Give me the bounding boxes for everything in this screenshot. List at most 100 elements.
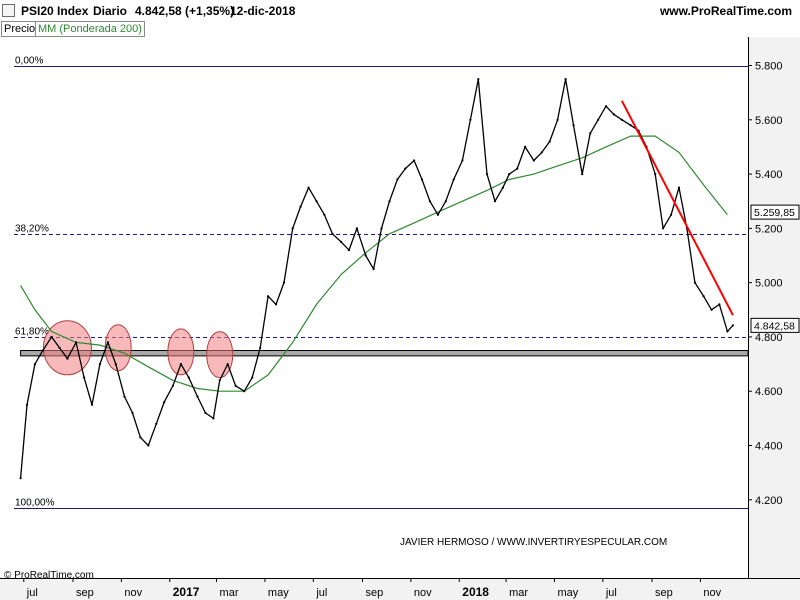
- price-point: [131, 411, 134, 414]
- y-tick-label: 5.600: [755, 115, 783, 127]
- price-point: [196, 395, 199, 398]
- price-point: [380, 227, 383, 230]
- price-point: [282, 281, 286, 284]
- price-point: [218, 379, 221, 382]
- price-point: [25, 403, 29, 406]
- x-tick-label: nov: [124, 587, 142, 599]
- x-axis-panel: [0, 578, 800, 600]
- price-point: [204, 411, 207, 414]
- price-point: [620, 118, 624, 121]
- y-tick-label: 5.000: [755, 278, 783, 290]
- price-point: [299, 205, 302, 208]
- price-point: [123, 395, 126, 398]
- price-point: [267, 295, 270, 298]
- price-point: [106, 341, 109, 344]
- price-point: [485, 173, 489, 176]
- price-point: [597, 118, 600, 121]
- price-point: [331, 232, 334, 235]
- price-point: [41, 349, 44, 352]
- price-point: [718, 303, 721, 306]
- price-point: [315, 200, 318, 203]
- quote-value: 4.842,58 (+1,35%): [135, 4, 235, 18]
- x-tick-label: sep: [655, 587, 673, 599]
- price-point: [731, 324, 735, 327]
- price-point: [693, 281, 697, 284]
- price-point: [702, 295, 705, 298]
- price-point: [428, 200, 431, 203]
- x-tick-label: 2017: [173, 585, 200, 599]
- price-point: [589, 132, 592, 135]
- symbol-title: PSI20 Index: [21, 4, 89, 18]
- price-point: [33, 363, 37, 366]
- price-point: [212, 417, 215, 420]
- price-point: [98, 363, 101, 366]
- price-point: [171, 384, 174, 387]
- price-point: [452, 178, 455, 181]
- fib-level-label: 38,20%: [15, 224, 49, 235]
- x-tick-label: jul: [605, 587, 617, 599]
- ma-value-box: [750, 204, 800, 220]
- price-point: [234, 384, 237, 387]
- price-point: [710, 308, 713, 311]
- x-tick-label: jul: [26, 587, 38, 599]
- last-price-box: [750, 317, 800, 333]
- price-point: [340, 240, 343, 243]
- price-point: [323, 213, 326, 216]
- x-tick-label: sep: [365, 587, 383, 599]
- moving-average-line: [20, 135, 728, 392]
- x-tick-label: sep: [76, 587, 94, 599]
- price-point: [444, 200, 447, 203]
- price-point: [226, 363, 229, 366]
- price-point: [163, 401, 166, 404]
- price-point: [139, 436, 142, 439]
- support-zone: [20, 350, 749, 357]
- price-point: [179, 363, 182, 366]
- price-point: [548, 140, 551, 143]
- y-tick-label: 5.800: [755, 61, 783, 73]
- x-tick-label: mar: [220, 587, 239, 599]
- x-tick-label: may: [557, 587, 578, 599]
- price-point: [564, 78, 567, 81]
- copyright-label: © ProRealTime.com: [4, 570, 94, 581]
- price-point: [187, 376, 190, 379]
- price-point: [654, 173, 657, 176]
- price-point: [147, 444, 150, 447]
- price-point: [396, 178, 399, 181]
- y-tick-label: 4.800: [755, 332, 783, 344]
- y-tick-label: 4.200: [755, 495, 783, 507]
- y-tick-label: 5.200: [755, 223, 783, 235]
- price-point: [436, 213, 439, 216]
- chart-toggle-icon[interactable]: [2, 4, 15, 17]
- price-point: [83, 376, 86, 379]
- price-point: [556, 118, 559, 121]
- price-point: [114, 363, 117, 366]
- site-label: www.ProRealTime.com: [659, 4, 792, 18]
- price-point: [662, 227, 665, 230]
- price-point: [19, 477, 22, 480]
- touch-circle: [42, 320, 92, 376]
- x-tick-label: nov: [703, 587, 721, 599]
- price-point: [251, 376, 254, 379]
- price-point: [420, 178, 424, 181]
- x-tick-label: jul: [315, 587, 327, 599]
- indicator-price[interactable]: Precio: [1, 21, 39, 37]
- price-point: [155, 422, 158, 425]
- price-point: [307, 186, 310, 189]
- price-point: [677, 186, 681, 189]
- author-watermark: JAVIER HERMOSO / WWW.INVERTIRYESPECULAR.…: [400, 537, 667, 548]
- price-point: [670, 213, 673, 216]
- price-point: [66, 357, 69, 360]
- price-point: [388, 200, 391, 203]
- fib-level-label: 61,80%: [15, 327, 49, 338]
- indicator-moving-average[interactable]: MM (Ponderada 200): [35, 21, 145, 37]
- price-point: [572, 124, 575, 127]
- fib-level-label: 100,00%: [15, 498, 55, 509]
- price-point: [508, 173, 511, 176]
- price-point: [532, 159, 535, 162]
- y-tick-label: 4.600: [755, 386, 783, 398]
- price-point: [413, 159, 416, 162]
- price-point: [58, 346, 61, 349]
- date-label: 12-dic-2018: [230, 4, 296, 18]
- header-bar: PSI20 Index Diario 4.842,58 (+1,35%) 12-…: [0, 0, 800, 22]
